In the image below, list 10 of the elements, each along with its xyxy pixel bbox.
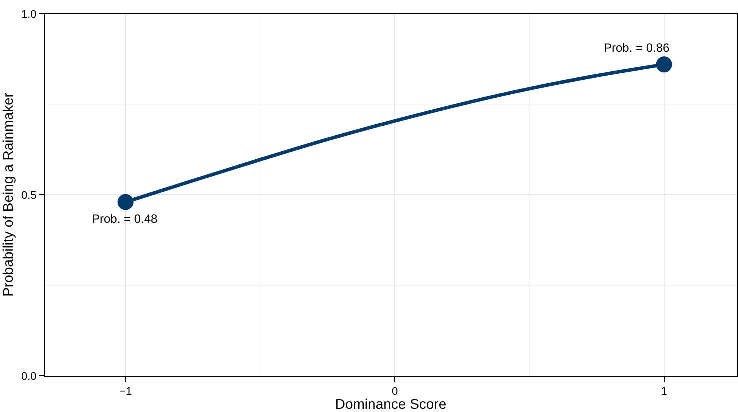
y-tick-label: 0.5: [22, 190, 37, 202]
x-tick-label: −1: [120, 386, 132, 398]
y-tick-label: 0.0: [22, 370, 37, 383]
x-tick-label: 0: [392, 386, 398, 398]
annotation: Prob. = 0.48: [92, 212, 158, 226]
y-axis-title: Probability of Being a Rainmaker: [0, 92, 16, 297]
y-tick-label: 1.0: [22, 8, 37, 21]
annotation: Prob. = 0.86: [604, 41, 670, 55]
x-tick-label: 1: [661, 386, 668, 398]
x-axis-title: Dominance Score: [335, 396, 447, 412]
